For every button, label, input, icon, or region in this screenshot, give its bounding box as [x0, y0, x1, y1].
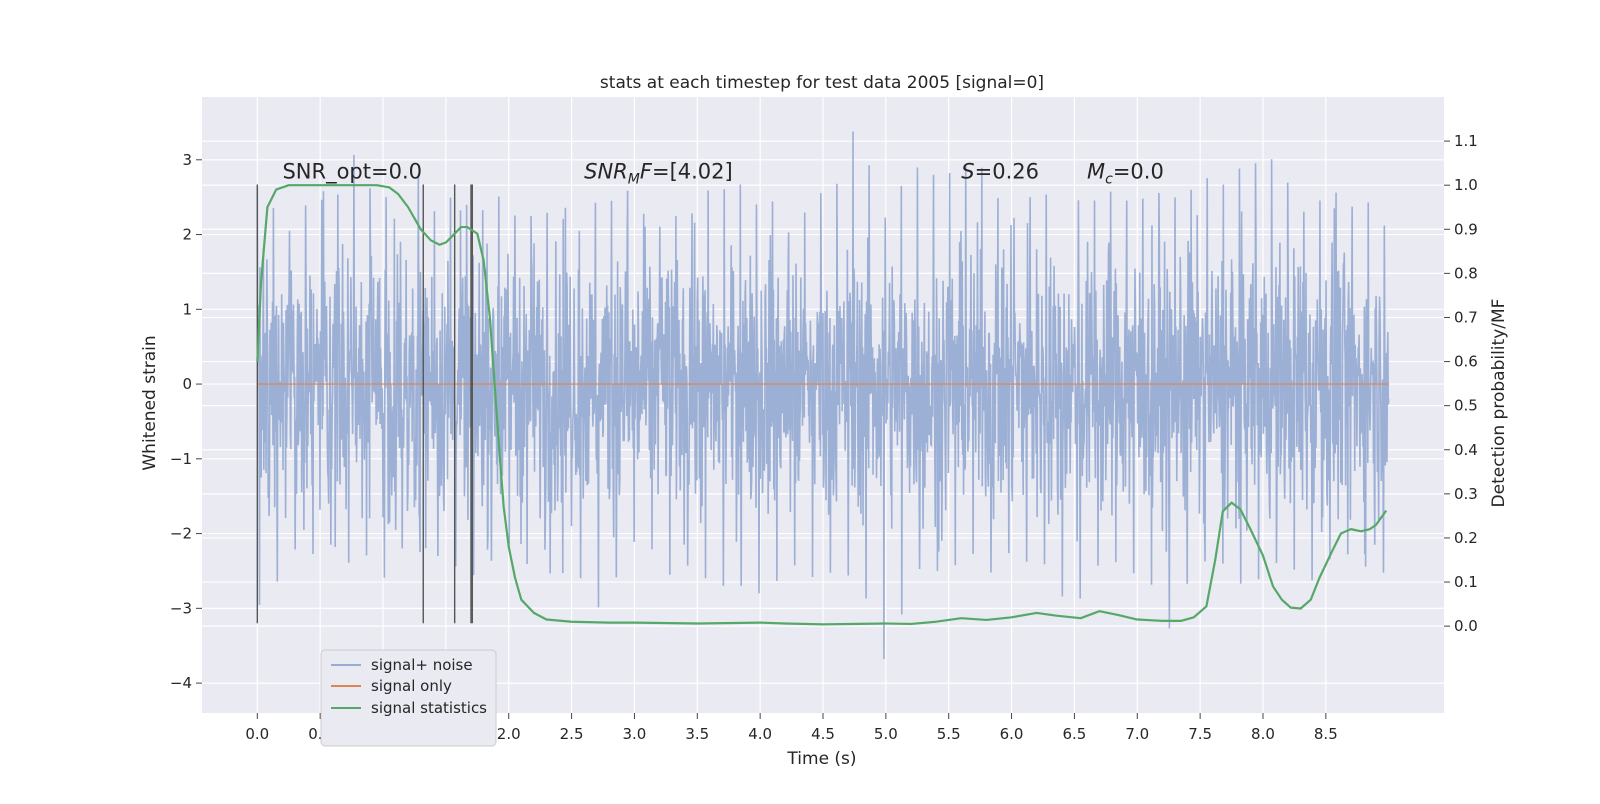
legend-label-stats: signal statistics: [371, 699, 487, 717]
annotations: SNR_opt=0.0 SNRMF=[4.02] S=0.26 Mc=0.0: [282, 159, 1163, 187]
tick-label-left: 2: [182, 226, 192, 244]
chart-title: stats at each timestep for test data 200…: [600, 73, 1044, 93]
tick-label-right: 0.6: [1454, 353, 1478, 371]
tick-label-right: 0.2: [1454, 529, 1478, 547]
annotation-snr-mf: SNRMF=[4.02]: [584, 159, 733, 187]
tick-label-left: 3: [182, 151, 192, 169]
y-axis-label-left: Whitened strain: [140, 335, 160, 470]
annotation-s-value-number: 0.26: [992, 159, 1039, 183]
tick-label-x: 4.5: [811, 725, 835, 743]
series-line-noise: [256, 131, 1390, 659]
annotation-s-value: S=0.26: [961, 159, 1039, 183]
tick-label-left: −1: [170, 450, 192, 468]
tick-label-right: 0.0: [1454, 617, 1478, 635]
tick-label-x: 6.5: [1062, 725, 1086, 743]
legend-label-signal: signal only: [371, 677, 452, 695]
tick-label-left: 1: [182, 300, 192, 318]
signal-statistics-trace: [256, 184, 1388, 626]
tick-label-right: 0.1: [1454, 573, 1478, 591]
tick-label-x: 8.0: [1251, 725, 1275, 743]
tick-label-x: 6.0: [1000, 725, 1024, 743]
tick-label-left: −2: [170, 525, 192, 543]
tick-label-x: 5.5: [937, 725, 961, 743]
vertical-markers: [256, 184, 473, 624]
legend-label-noise: signal+ noise: [371, 656, 473, 674]
annotation-mc-value: Mc=0.0: [1087, 159, 1164, 187]
x-axis-label: Time (s): [786, 749, 856, 769]
tick-label-x: 0.0: [245, 725, 269, 743]
tick-label-x: 4.0: [748, 725, 772, 743]
tick-label-x: 5.0: [874, 725, 898, 743]
tick-label-right: 0.9: [1454, 220, 1478, 238]
tick-label-right: 0.7: [1454, 308, 1478, 326]
tick-label-left: −4: [170, 674, 192, 692]
annotation-mc-value-number: 0.0: [1130, 159, 1163, 183]
tick-label-x: 8.5: [1314, 725, 1338, 743]
annotation-snr-opt: SNR_opt=0.0: [282, 159, 422, 184]
tick-label-left: −3: [170, 599, 192, 617]
tick-label-x: 3.0: [623, 725, 647, 743]
y-axis-label-right: Detection probability/MF: [1489, 299, 1509, 508]
tick-label-x: 2.5: [560, 725, 584, 743]
tick-label-right: 0.4: [1454, 441, 1478, 459]
legend: signal+ noise signal only signal statist…: [320, 649, 497, 747]
tick-label-right: 0.3: [1454, 485, 1478, 503]
tick-label-right: 0.8: [1454, 264, 1478, 282]
tick-label-right: 0.5: [1454, 397, 1478, 415]
legend-box: [320, 649, 497, 747]
y-right-tick-labels: 1.1 1.0 0.9 0.8 0.7 0.6 0.5 0.4 0.3 0.2 0.1 0.0: [1444, 132, 1478, 635]
tick-label-x: 3.5: [685, 725, 709, 743]
tick-label-right: 1.1: [1454, 132, 1478, 150]
tick-label-right: 1.0: [1454, 176, 1478, 194]
annotation-snr-mf-value: [4.02]: [670, 159, 733, 183]
tick-label-x: 2.0: [497, 725, 521, 743]
tick-label-left: 0: [182, 375, 192, 393]
tick-label-x: 7.5: [1188, 725, 1212, 743]
series-line-stats: [256, 184, 1388, 626]
y-left-tick-labels: 3 2 1 0 −1 −2 −3 −4: [170, 151, 202, 692]
tick-label-x: 7.0: [1125, 725, 1149, 743]
noise-trace: [256, 131, 1390, 659]
